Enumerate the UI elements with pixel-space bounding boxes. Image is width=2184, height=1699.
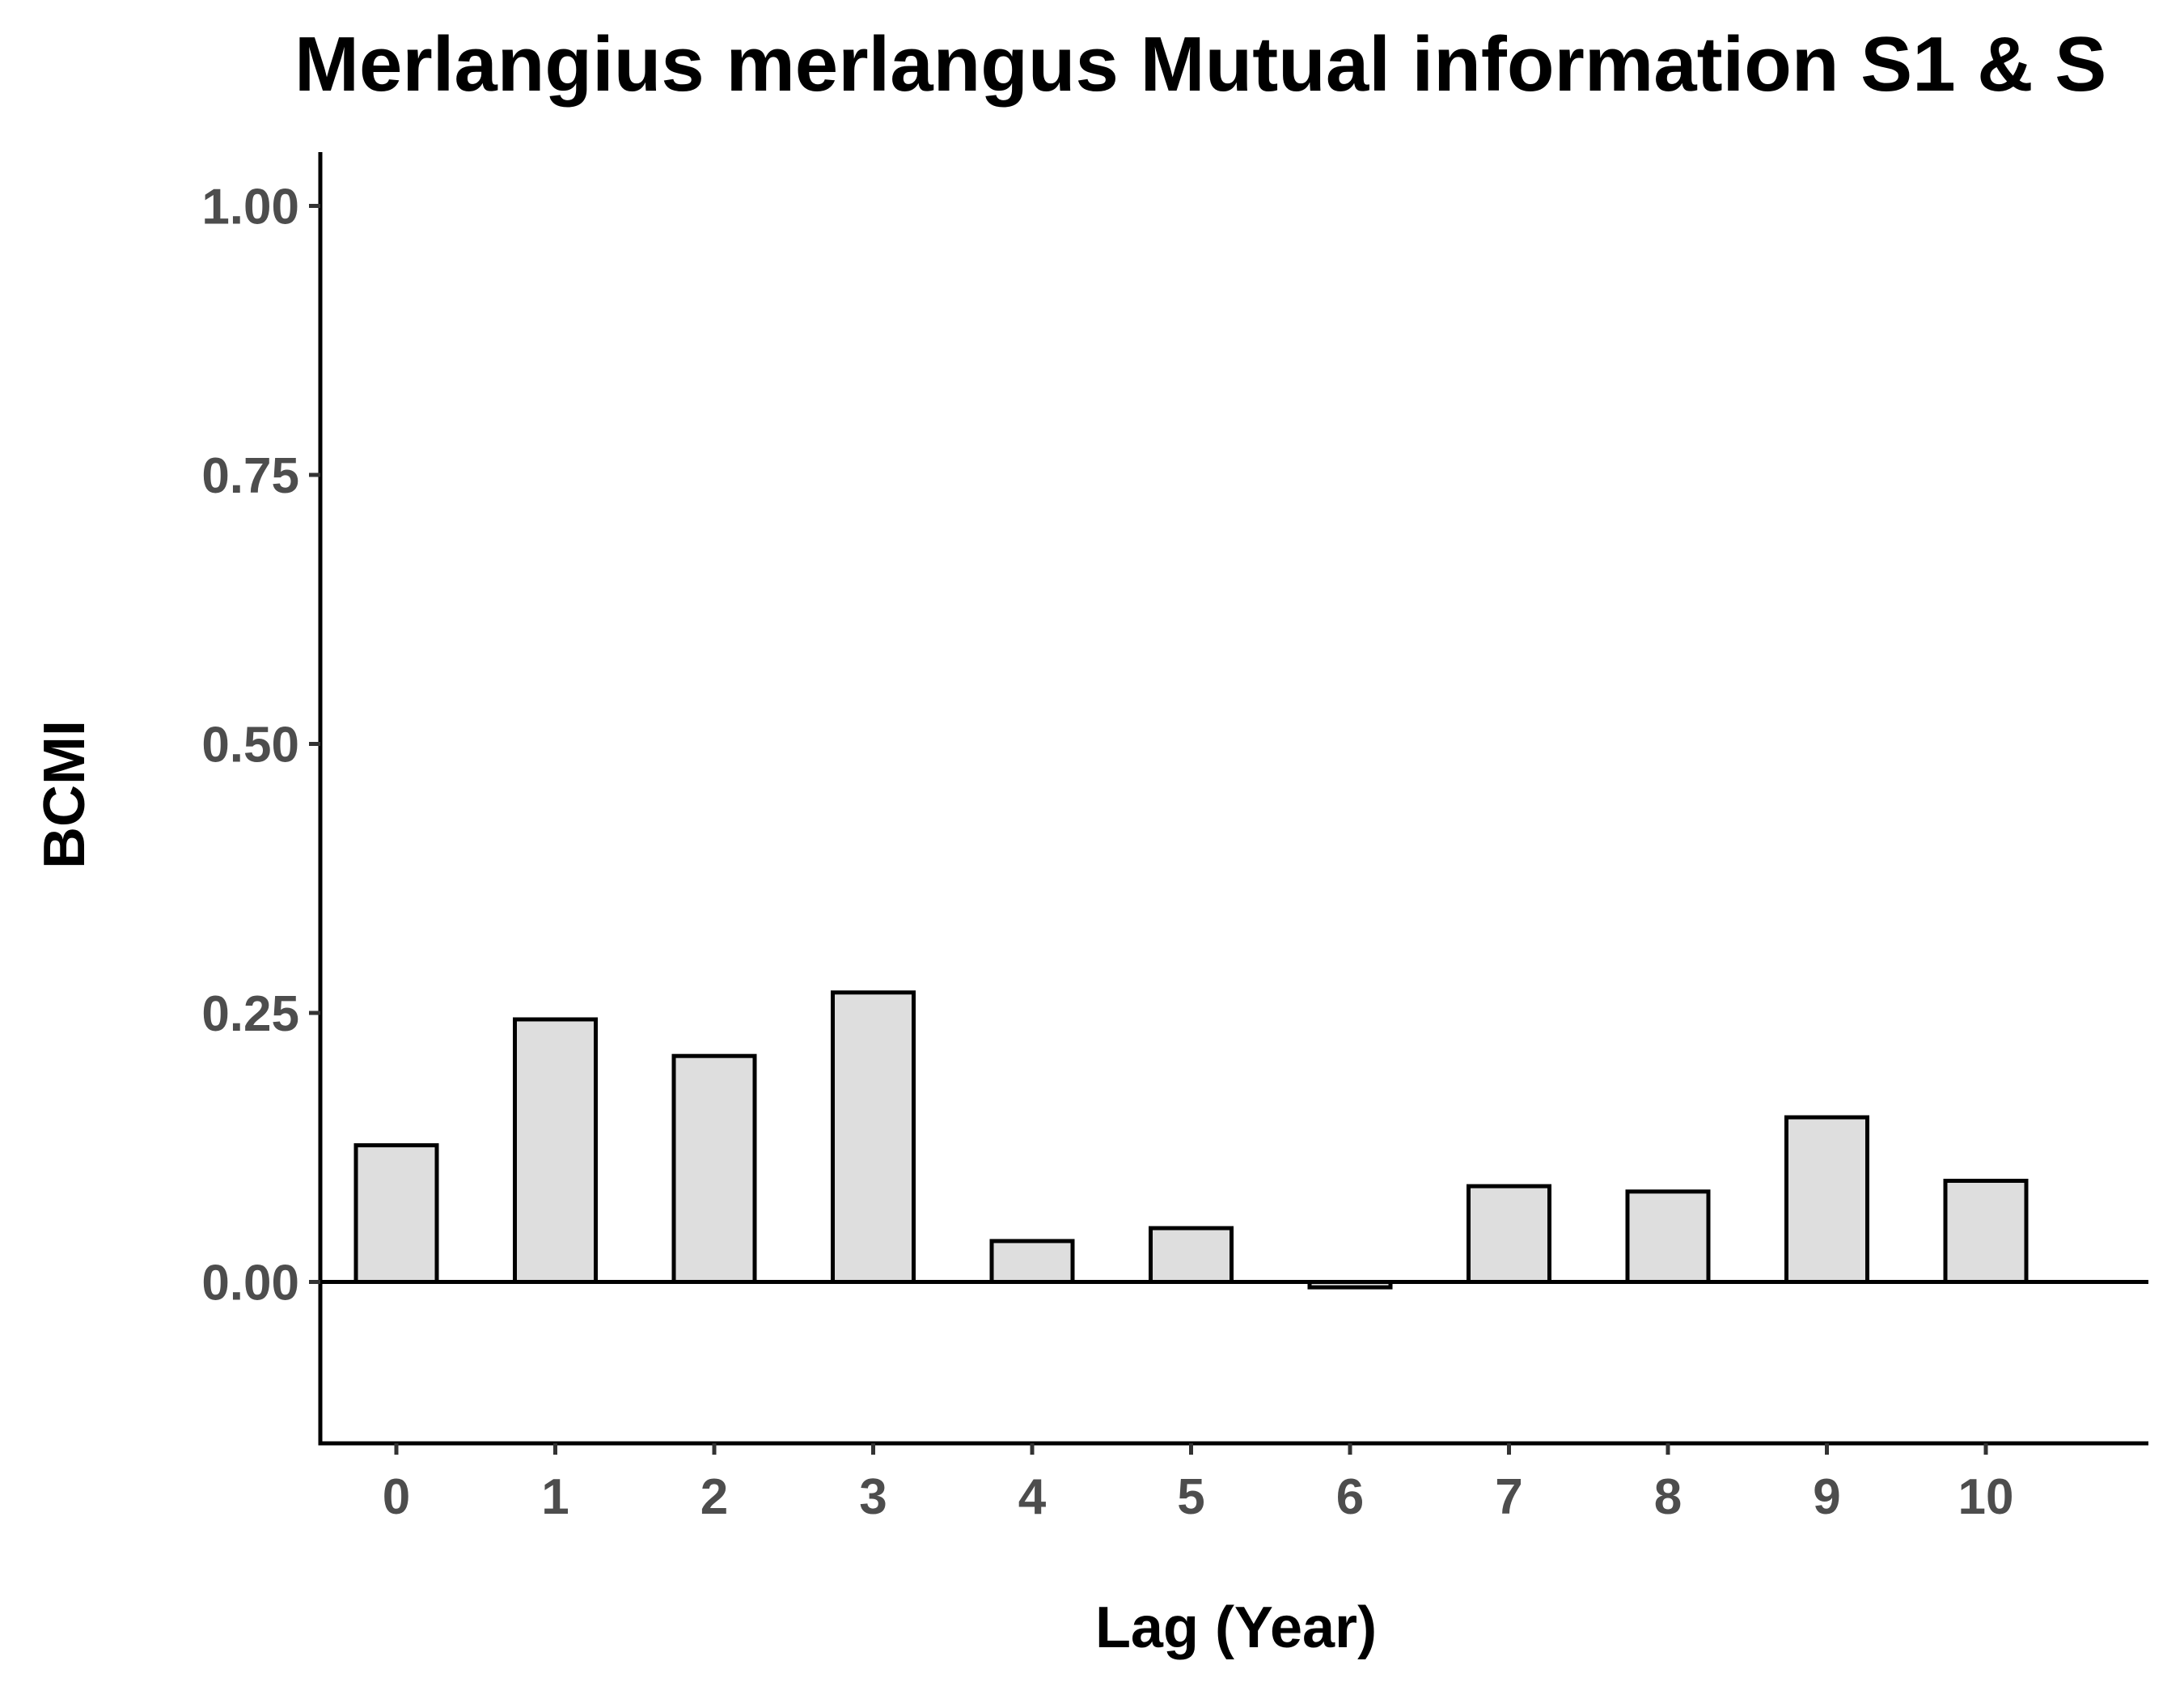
bar-lag-2 — [671, 1053, 757, 1284]
x-axis-title: Lag (Year) — [1095, 1595, 1377, 1660]
y-tick-label: 1.00 — [201, 180, 299, 235]
x-tick-label: 7 — [1495, 1469, 1522, 1525]
x-tick-label: 5 — [1177, 1469, 1204, 1525]
x-tick-label: 10 — [1958, 1469, 2014, 1525]
bar-lag-7 — [1467, 1184, 1551, 1285]
bar-lag-9 — [1784, 1115, 1869, 1285]
bar-lag-10 — [1943, 1178, 2029, 1284]
y-tick-label: 0.25 — [201, 986, 299, 1042]
x-tick-label: 1 — [541, 1469, 569, 1525]
x-tick-label: 8 — [1654, 1469, 1682, 1525]
x-tick-label: 0 — [383, 1469, 410, 1525]
x-tick-label: 3 — [859, 1469, 887, 1525]
bar-lag-0 — [353, 1143, 439, 1284]
bar-lag-5 — [1149, 1226, 1234, 1284]
bar-lag-4 — [989, 1239, 1075, 1284]
bar-lag-3 — [831, 990, 916, 1284]
y-tick-label: 0.00 — [201, 1256, 299, 1311]
plot-area: 0.00 0.25 0.50 0.75 1.00 0 1 2 3 4 5 6 7 8 9 10 — [201, 152, 2148, 1525]
y-axis-title: BCMI — [32, 720, 97, 869]
y-tick-label: 0.75 — [201, 448, 299, 504]
bar-lag-8 — [1625, 1189, 1711, 1285]
bar-lag-1 — [513, 1017, 598, 1284]
chart-title: Merlangius merlangus Mutual information … — [294, 21, 2106, 108]
y-tick-label: 0.50 — [201, 718, 299, 773]
x-tick-label: 9 — [1813, 1469, 1840, 1525]
x-tick-label: 6 — [1336, 1469, 1364, 1525]
x-tick-label: 4 — [1018, 1469, 1047, 1525]
x-tick-label: 2 — [700, 1469, 728, 1525]
